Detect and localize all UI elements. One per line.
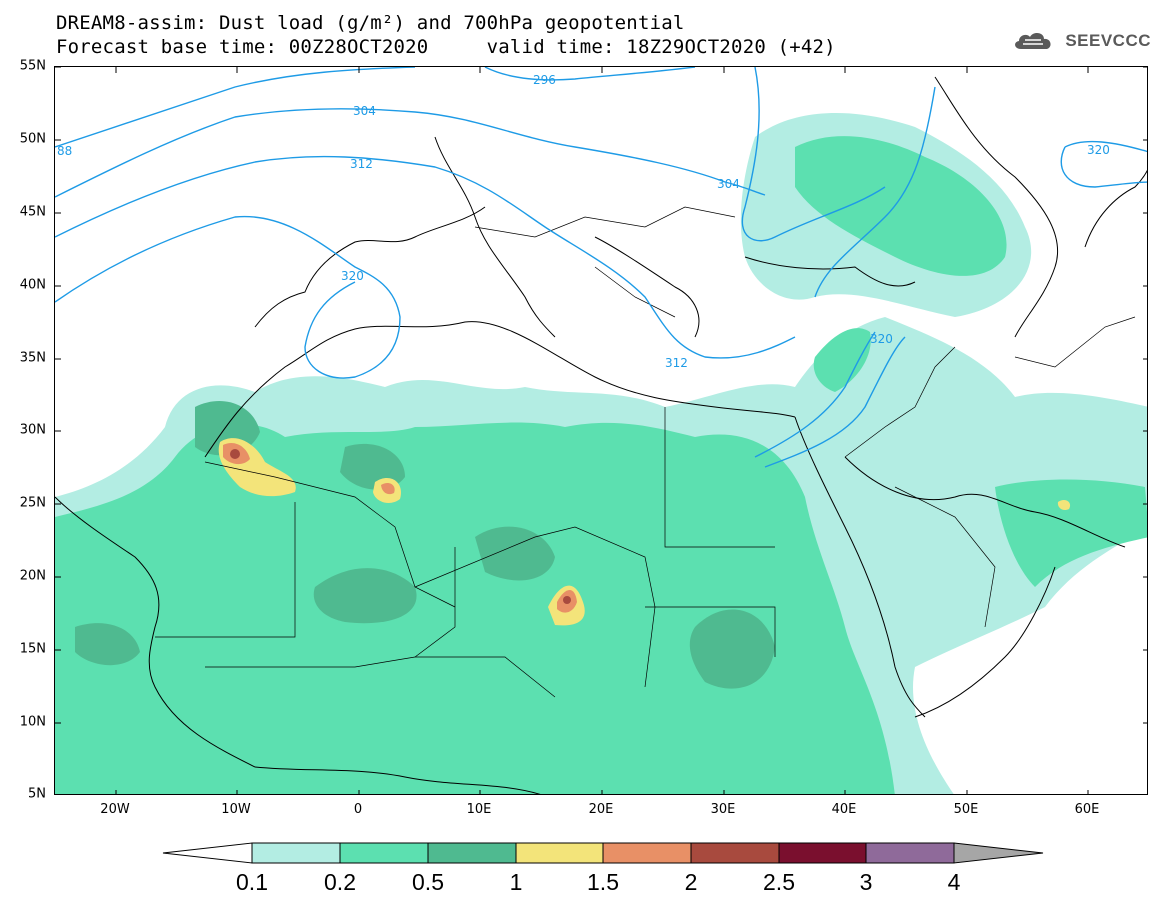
colorbar-swatch bbox=[690, 842, 780, 864]
contour-label: 296 bbox=[533, 73, 556, 87]
colorbar-label: 4 bbox=[947, 869, 961, 895]
lat-tick-label: 10N bbox=[19, 714, 46, 730]
title-line-1: DREAM8-assim: Dust load (g/m²) and 700hP… bbox=[56, 12, 685, 34]
colorbar-swatch bbox=[865, 842, 955, 864]
lon-tick-label: 20E bbox=[588, 802, 614, 817]
dust-area-medium-gulf bbox=[995, 479, 1147, 587]
dust-area-orange-3 bbox=[381, 482, 395, 495]
dust-area-dark-3 bbox=[689, 609, 775, 689]
dust-area-medium-levant bbox=[813, 328, 871, 392]
lon-tick-label: 40E bbox=[831, 802, 857, 817]
colorbar-label: 1 bbox=[509, 869, 523, 895]
colorbar-swatch bbox=[427, 842, 517, 864]
lon-tick-label: 50E bbox=[953, 802, 979, 817]
contour-label: 312 bbox=[665, 356, 688, 370]
lon-tick-label: 30E bbox=[710, 802, 736, 817]
lon-tick-label: 60E bbox=[1074, 802, 1100, 817]
lat-tick-label: 25N bbox=[19, 495, 46, 511]
lon-tick-label: 0 bbox=[353, 802, 363, 817]
contour-labels: 296 304 312 320 88 304 320 312 320 bbox=[57, 73, 1110, 370]
colorbar-label: 0.5 bbox=[412, 869, 444, 895]
lat-tick-label: 55N bbox=[19, 58, 46, 74]
lat-tick-label: 30N bbox=[19, 422, 46, 438]
colorbar-label: 0.1 bbox=[236, 869, 268, 895]
colorbar bbox=[162, 842, 1044, 864]
coastlines bbox=[55, 76, 1147, 794]
dust-area-dark-1 bbox=[313, 568, 417, 624]
colorbar-swatch bbox=[339, 842, 429, 864]
lat-tick-label: 40N bbox=[19, 277, 46, 293]
lat-tick-label: 5N bbox=[28, 786, 46, 802]
seevccc-logo: SEEVCCC bbox=[1011, 28, 1151, 54]
axis-ticks bbox=[55, 67, 1147, 794]
colorbar-label: 1.5 bbox=[587, 869, 619, 895]
dust-area-dark-6 bbox=[75, 623, 140, 666]
dust-area-yellow-4 bbox=[1057, 499, 1071, 511]
lat-tick-label: 50N bbox=[19, 131, 46, 147]
colorbar-label: 3 bbox=[859, 869, 873, 895]
dust-area-red-1 bbox=[230, 449, 240, 459]
dust-map: 296 304 312 320 88 304 320 312 320 bbox=[54, 66, 1148, 795]
colorbar-label: 2 bbox=[684, 869, 698, 895]
lat-tick-label: 20N bbox=[19, 568, 46, 584]
dust-area-medium-north bbox=[795, 136, 1007, 276]
dust-area-dark-2 bbox=[475, 526, 555, 581]
contour-label: 304 bbox=[717, 177, 740, 191]
colorbar-swatch bbox=[251, 842, 341, 864]
map-canvas: 296 304 312 320 88 304 320 312 320 bbox=[55, 67, 1147, 794]
lat-tick-label: 45N bbox=[19, 204, 46, 220]
dust-field bbox=[55, 113, 1147, 794]
colorbar-swatch bbox=[602, 842, 692, 864]
contour-label: 88 bbox=[57, 144, 72, 158]
lat-tick-label: 35N bbox=[19, 350, 46, 366]
dust-area-medium bbox=[55, 422, 895, 794]
lon-tick-label: 10W bbox=[221, 802, 251, 817]
dust-area-red-2 bbox=[563, 596, 571, 604]
geopotential-contours bbox=[55, 67, 1147, 468]
lon-tick-label: 10E bbox=[466, 802, 492, 817]
contour-label: 320 bbox=[1087, 143, 1110, 157]
contour-label: 312 bbox=[350, 157, 373, 171]
contour-label: 320 bbox=[341, 269, 364, 283]
logo-text: SEEVCCC bbox=[1065, 31, 1151, 50]
title-line-2: Forecast base time: 00Z28OCT2020 valid t… bbox=[56, 36, 836, 58]
contour-label: 304 bbox=[353, 104, 376, 118]
colorbar-swatch bbox=[778, 842, 867, 864]
cloud-logo-icon bbox=[1015, 33, 1051, 49]
lat-tick-label: 15N bbox=[19, 641, 46, 657]
colorbar-label: 0.2 bbox=[324, 869, 356, 895]
contour-label: 320 bbox=[870, 332, 893, 346]
colorbar-over-triangle bbox=[953, 842, 1044, 864]
country-borders bbox=[155, 206, 1136, 698]
lon-tick-label: 20W bbox=[100, 802, 130, 817]
colorbar-label: 2.5 bbox=[763, 869, 795, 895]
colorbar-under-triangle bbox=[162, 842, 253, 864]
colorbar-swatch bbox=[515, 842, 604, 864]
